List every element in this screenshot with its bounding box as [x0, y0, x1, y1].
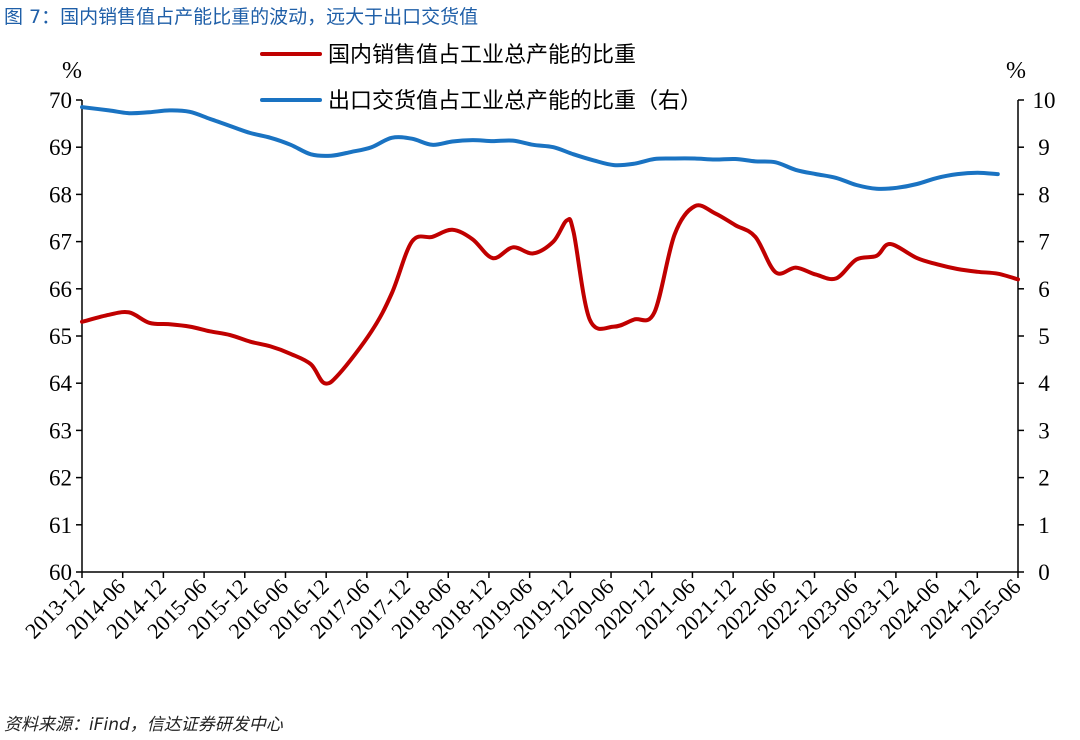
left-tick-label: 67: [49, 230, 72, 255]
left-tick-label: 64: [49, 371, 73, 396]
right-tick-label: 9: [1038, 135, 1050, 160]
legend-label: 国内销售值占工业总产能的比重: [328, 43, 636, 68]
right-tick-label: 7: [1038, 230, 1050, 255]
left-tick-label: 68: [49, 182, 72, 207]
series-line-domestic: [80, 203, 1020, 386]
right-tick-label: 6: [1038, 277, 1050, 302]
legend-label: 出口交货值占工业总产能的比重（右）: [328, 89, 702, 114]
right-tick-label: 8: [1038, 182, 1050, 207]
right-tick-label: 3: [1038, 418, 1050, 443]
right-tick-label: 0: [1038, 560, 1050, 585]
right-tick-label: 1: [1038, 513, 1050, 538]
left-tick-label: 61: [49, 513, 72, 538]
right-tick-label: 10: [1033, 88, 1056, 113]
left-tick-label: 65: [49, 324, 72, 349]
right-tick-label: 4: [1038, 371, 1050, 396]
figure-title: 图 7：国内销售值占产能比重的波动，远大于出口交货值: [4, 6, 479, 28]
right-tick-label: 2: [1038, 466, 1050, 491]
left-tick-label: 69: [49, 135, 72, 160]
left-axis-unit: %: [62, 58, 82, 84]
chart-axes: 60616263646566676869700123456789102013-1…: [20, 88, 1055, 643]
left-tick-label: 62: [49, 466, 72, 491]
series-line-export: [80, 105, 1000, 191]
left-tick-label: 70: [49, 88, 72, 113]
left-tick-label: 60: [49, 560, 72, 585]
chart-series: [80, 105, 1020, 386]
left-tick-label: 66: [49, 277, 72, 302]
right-tick-label: 5: [1038, 324, 1050, 349]
left-tick-label: 63: [49, 418, 72, 443]
right-axis-unit: %: [1006, 58, 1026, 84]
figure-source: 资料来源：iFind，信达证券研发中心: [4, 715, 283, 735]
